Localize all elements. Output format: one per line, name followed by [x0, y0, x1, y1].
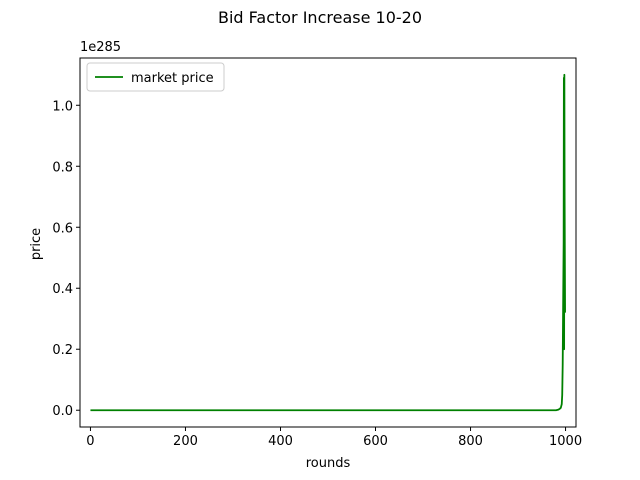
x-tick-label: 1000 [549, 434, 582, 449]
series-line-0 [90, 73, 566, 412]
y-tick-label: 0.4 [52, 282, 73, 297]
y-offset-text: 1e285 [80, 40, 121, 55]
axes-frame [79, 57, 577, 428]
x-axis-label: rounds [306, 456, 351, 471]
x-tick-label: 800 [458, 434, 483, 449]
x-tick-label: 200 [173, 434, 198, 449]
y-axis-label: price [29, 228, 44, 260]
x-tick-label: 400 [268, 434, 293, 449]
chart-title: Bid Factor Increase 10-20 [218, 8, 422, 27]
y-tick-label: 0.2 [52, 343, 73, 358]
y-tick-label: 0.8 [52, 160, 73, 175]
x-tick-label: 600 [363, 434, 388, 449]
x-tick-label: 0 [86, 434, 94, 449]
y-tick-label: 0.0 [52, 404, 73, 419]
legend-box [86, 62, 225, 92]
y-tick-label: 0.6 [52, 221, 73, 236]
y-tick-label: 1.0 [52, 99, 73, 114]
legend-label-market-price: market price [131, 71, 214, 86]
plot-area: 0 200 400 600 800 1000 0.0 0.2 0.4 0.6 0.8 1.0 [52, 57, 582, 449]
legend: market price [86, 62, 225, 92]
